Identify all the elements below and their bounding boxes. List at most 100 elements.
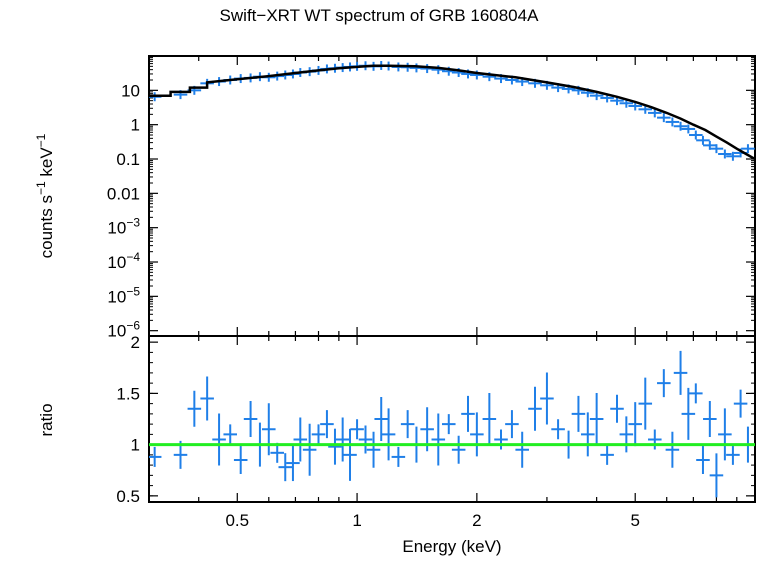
- ratio-data-point: [262, 403, 276, 456]
- ratio-data-point: [302, 423, 317, 476]
- ratio-data-point: [657, 369, 671, 398]
- ratio-data-point: [270, 442, 284, 463]
- ratio-data-point: [528, 386, 542, 431]
- y-tick-base: 0.01: [107, 184, 140, 203]
- spectrum-data-point: [696, 135, 710, 145]
- y-tick-exponent: −5: [126, 284, 140, 298]
- ratio-data-point: [665, 431, 680, 468]
- y-axis-label-ratio: ratio: [37, 403, 56, 436]
- ratio-data-point: [470, 412, 484, 457]
- ratio-data-point: [619, 416, 634, 453]
- ratio-y-tick-label: 2: [131, 333, 140, 352]
- ratio-data-point: [200, 376, 214, 421]
- x-axis-label: Energy (keV): [402, 537, 501, 556]
- ratio-data-point: [581, 412, 595, 457]
- chart-title: Swift−XRT WT spectrum of GRB 160804A: [219, 6, 539, 25]
- ratio-data-point: [149, 446, 162, 467]
- spectrum-data-point: [726, 151, 740, 161]
- ratio-data-series: [149, 350, 755, 498]
- y-axis-label-spectrum: counts s−1 keV−1: [34, 133, 56, 258]
- y-tick-base: 10: [107, 253, 126, 272]
- spectrum-data-point: [741, 144, 755, 154]
- y-tick-exponent: −4: [126, 250, 140, 264]
- y-tick-base: 0.1: [116, 150, 140, 169]
- ratio-y-tick-label: 0.5: [116, 487, 140, 506]
- ratio-data-point: [494, 429, 508, 450]
- ratio-data-point: [505, 410, 519, 439]
- x-tick-label: 5: [630, 511, 639, 530]
- y-tick-label: 10−4: [107, 250, 140, 272]
- ratio-data-point: [320, 410, 334, 439]
- ratio-data-point: [391, 446, 406, 467]
- ratio-data-point: [600, 444, 614, 465]
- ratio-data-point: [343, 428, 357, 481]
- x-tick-label: 1: [352, 511, 361, 530]
- y-tick-label: 10−5: [107, 284, 140, 306]
- ratio-data-point: [431, 413, 446, 466]
- spectrum-data-point: [681, 124, 696, 134]
- ratio-data-point: [628, 402, 642, 447]
- y-axis-label-part: −1: [34, 133, 48, 147]
- y-tick-base: 10: [107, 287, 126, 306]
- ratio-data-point: [515, 431, 529, 468]
- ratio-data-point: [278, 453, 293, 482]
- y-axis-label-part: keV: [37, 147, 56, 182]
- spectrum-data-point: [657, 113, 671, 123]
- ratio-data-point: [233, 445, 248, 474]
- spectrum-data-point: [709, 144, 724, 154]
- ratio-y-tick-label: 1.5: [116, 384, 140, 403]
- y-axis-label-part: −1: [34, 181, 48, 195]
- ratio-data-point: [243, 401, 258, 437]
- ratio-data-point: [610, 394, 624, 423]
- y-axis-label-part: counts s: [37, 195, 56, 258]
- ratio-data-point: [638, 377, 653, 430]
- ratio-data-point: [358, 425, 373, 454]
- ratio-data-point: [293, 417, 308, 462]
- y-tick-label: 10: [121, 81, 140, 100]
- ratio-data-point: [718, 408, 732, 461]
- spectrum-data-point: [689, 130, 703, 140]
- y-tick-exponent: −6: [126, 319, 140, 333]
- x-tick-label: 2: [472, 511, 481, 530]
- ratio-data-point: [571, 395, 586, 432]
- ratio-data-point: [335, 417, 350, 462]
- ratio-data-point: [212, 413, 226, 466]
- ratio-data-point: [648, 429, 662, 450]
- ratio-data-point: [589, 393, 604, 445]
- spectrum-frame: [148, 55, 756, 337]
- y-tick-exponent: −3: [126, 216, 140, 230]
- ratio-y-tick-label: 1: [131, 436, 140, 455]
- y-tick-base: 10: [121, 81, 140, 100]
- ratio-data-point: [551, 419, 565, 440]
- ratio-data-point: [328, 428, 342, 465]
- ratio-data-point: [709, 453, 724, 498]
- y-tick-base: 10: [107, 322, 126, 341]
- ratio-data-point: [733, 389, 748, 418]
- ratio-data-point: [374, 397, 389, 441]
- spectrum-data-point: [665, 117, 680, 127]
- ratio-data-point: [681, 387, 696, 440]
- ratio-frame: [148, 335, 756, 503]
- ratio-data-point: [441, 414, 456, 435]
- y-tick-label: 1: [131, 116, 140, 135]
- ratio-data-point: [482, 393, 497, 445]
- y-tick-label: 10−6: [107, 319, 140, 341]
- ratio-data-point: [689, 383, 703, 404]
- y-tick-label: 0.01: [107, 184, 140, 203]
- ratio-data-point: [696, 445, 710, 474]
- ratio-data-point: [381, 408, 396, 461]
- ratio-data-point: [673, 350, 688, 395]
- spectrum-data-point: [718, 149, 732, 159]
- x-tick-label: 0.5: [225, 511, 249, 530]
- y-tick-base: 1: [131, 116, 140, 135]
- y-tick-base: 10: [107, 219, 126, 238]
- ratio-data-point: [223, 424, 238, 445]
- ratio-data-point: [726, 444, 740, 465]
- model-line: [149, 64, 755, 161]
- ratio-data-point: [451, 435, 466, 464]
- y-tick-label: 0.1: [116, 150, 140, 169]
- ratio-data-point: [540, 372, 554, 425]
- spectrum-data-point: [648, 108, 662, 118]
